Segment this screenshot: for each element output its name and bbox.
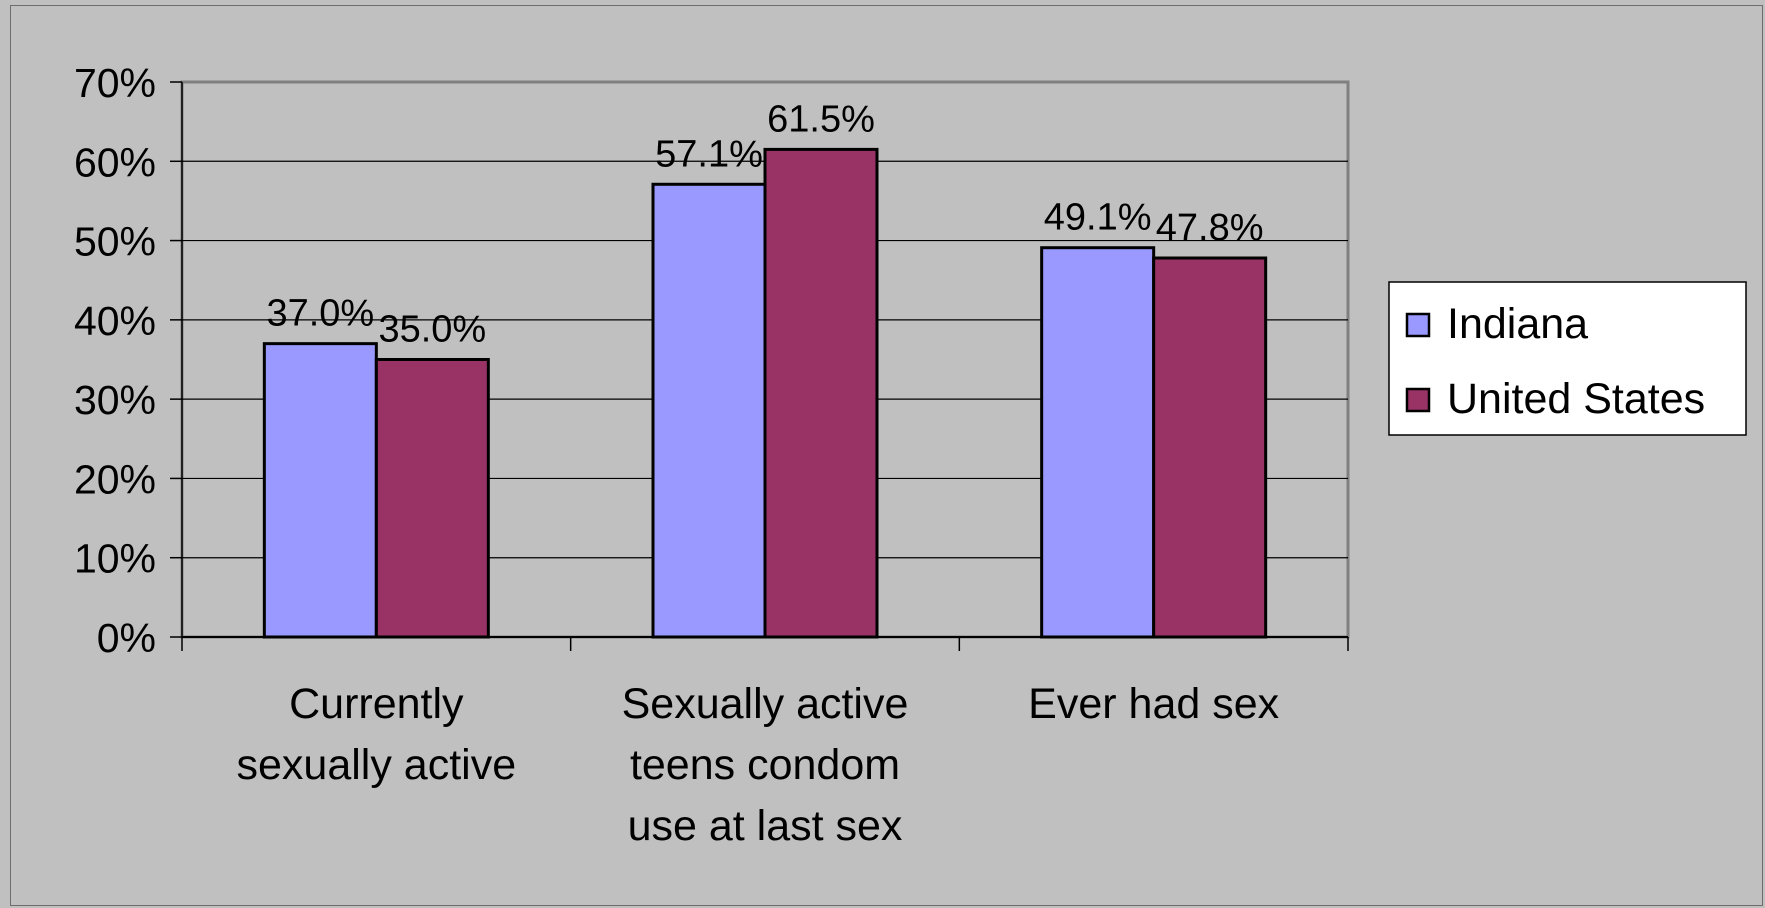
- x-category-label-line: sexually active: [237, 741, 517, 789]
- data-label: 47.8%: [1156, 207, 1264, 249]
- legend-swatch-indiana: [1405, 312, 1431, 338]
- bar-united-states: [374, 358, 490, 639]
- data-label: 57.1%: [655, 133, 763, 175]
- data-labels: 37.0% 35.0% 57.1%61.5% 49.1% 47.8%: [266, 98, 1263, 350]
- legend-label-indiana: Indiana: [1447, 300, 1588, 348]
- x-category-label-line: Ever had sex: [1028, 680, 1279, 728]
- x-category-label-line: Sexually active: [622, 680, 909, 728]
- x-category-label-line: use at last sex: [628, 802, 903, 850]
- data-label: 35.0%: [378, 309, 486, 351]
- y-tick-label: 60%: [74, 139, 156, 185]
- y-axis: 0% 10% 20% 30% 40% 50% 60% 70%: [74, 60, 183, 661]
- y-tick-label: 10%: [74, 536, 156, 582]
- legend: Indiana United States: [1388, 281, 1747, 436]
- data-label: 37.0%: [266, 293, 374, 335]
- y-tick-label: 0%: [97, 615, 156, 661]
- bars: [262, 147, 1268, 639]
- x-category-label: Sexually active teens condom use at last s…: [622, 680, 909, 850]
- y-tick-label: 40%: [74, 298, 156, 344]
- y-tick-label: 70%: [74, 60, 156, 106]
- x-category-label: Currently sexually active: [237, 680, 517, 789]
- y-tick-label: 20%: [74, 456, 156, 502]
- chart-frame: [10, 5, 1763, 906]
- x-category-label-line: Currently: [289, 680, 464, 728]
- x-axis: Currently sexually active Sexually active t…: [181, 636, 1349, 850]
- legend-label-united-states: United States: [1447, 375, 1705, 423]
- bar-united-states: [1152, 256, 1268, 639]
- data-label: 61.5%: [767, 98, 875, 140]
- bar-indiana: [1040, 246, 1156, 639]
- legend-box: [1388, 281, 1747, 436]
- data-label: 49.1%: [1044, 197, 1152, 239]
- bar-indiana: [651, 182, 767, 639]
- x-category-label-line: teens condom: [630, 741, 900, 789]
- y-tick-label: 50%: [74, 219, 156, 265]
- bar-united-states: [763, 147, 879, 639]
- bar-indiana: [262, 342, 378, 639]
- x-category-label: Ever had sex: [1028, 680, 1279, 728]
- y-tick-label: 30%: [74, 377, 156, 423]
- legend-swatch-united-states: [1405, 387, 1431, 413]
